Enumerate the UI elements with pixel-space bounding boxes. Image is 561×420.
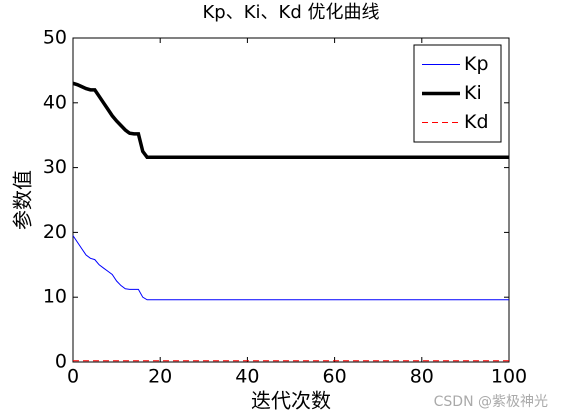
- x-tick-label: 0: [67, 366, 79, 388]
- chart-title: Kp、Ki、Kd 优化曲线: [203, 2, 380, 23]
- x-tick-label: 60: [323, 366, 347, 388]
- watermark: CSDN @紫极神光: [434, 394, 548, 410]
- legend-label: Kd: [464, 111, 489, 133]
- y-tick-label: 20: [43, 221, 67, 243]
- series-line: [72, 235, 509, 301]
- x-tick-label: 20: [148, 366, 172, 388]
- x-tick-label: 80: [410, 366, 434, 388]
- series-line: [72, 81, 509, 159]
- y-tick-label: 50: [43, 27, 67, 49]
- y-axis-label: 参数值: [11, 170, 35, 230]
- x-tick-label: 100: [491, 366, 527, 388]
- plot-box: [72, 37, 510, 363]
- legend-label: Kp: [464, 53, 489, 75]
- x-axis-label: 迭代次数: [251, 389, 331, 413]
- y-tick-label: 30: [43, 156, 67, 178]
- y-tick-label: 10: [43, 286, 67, 308]
- legend-label: Ki: [464, 82, 482, 104]
- y-tick-label: 0: [55, 351, 67, 373]
- x-tick-label: 40: [235, 366, 259, 388]
- y-tick-label: 40: [43, 91, 67, 113]
